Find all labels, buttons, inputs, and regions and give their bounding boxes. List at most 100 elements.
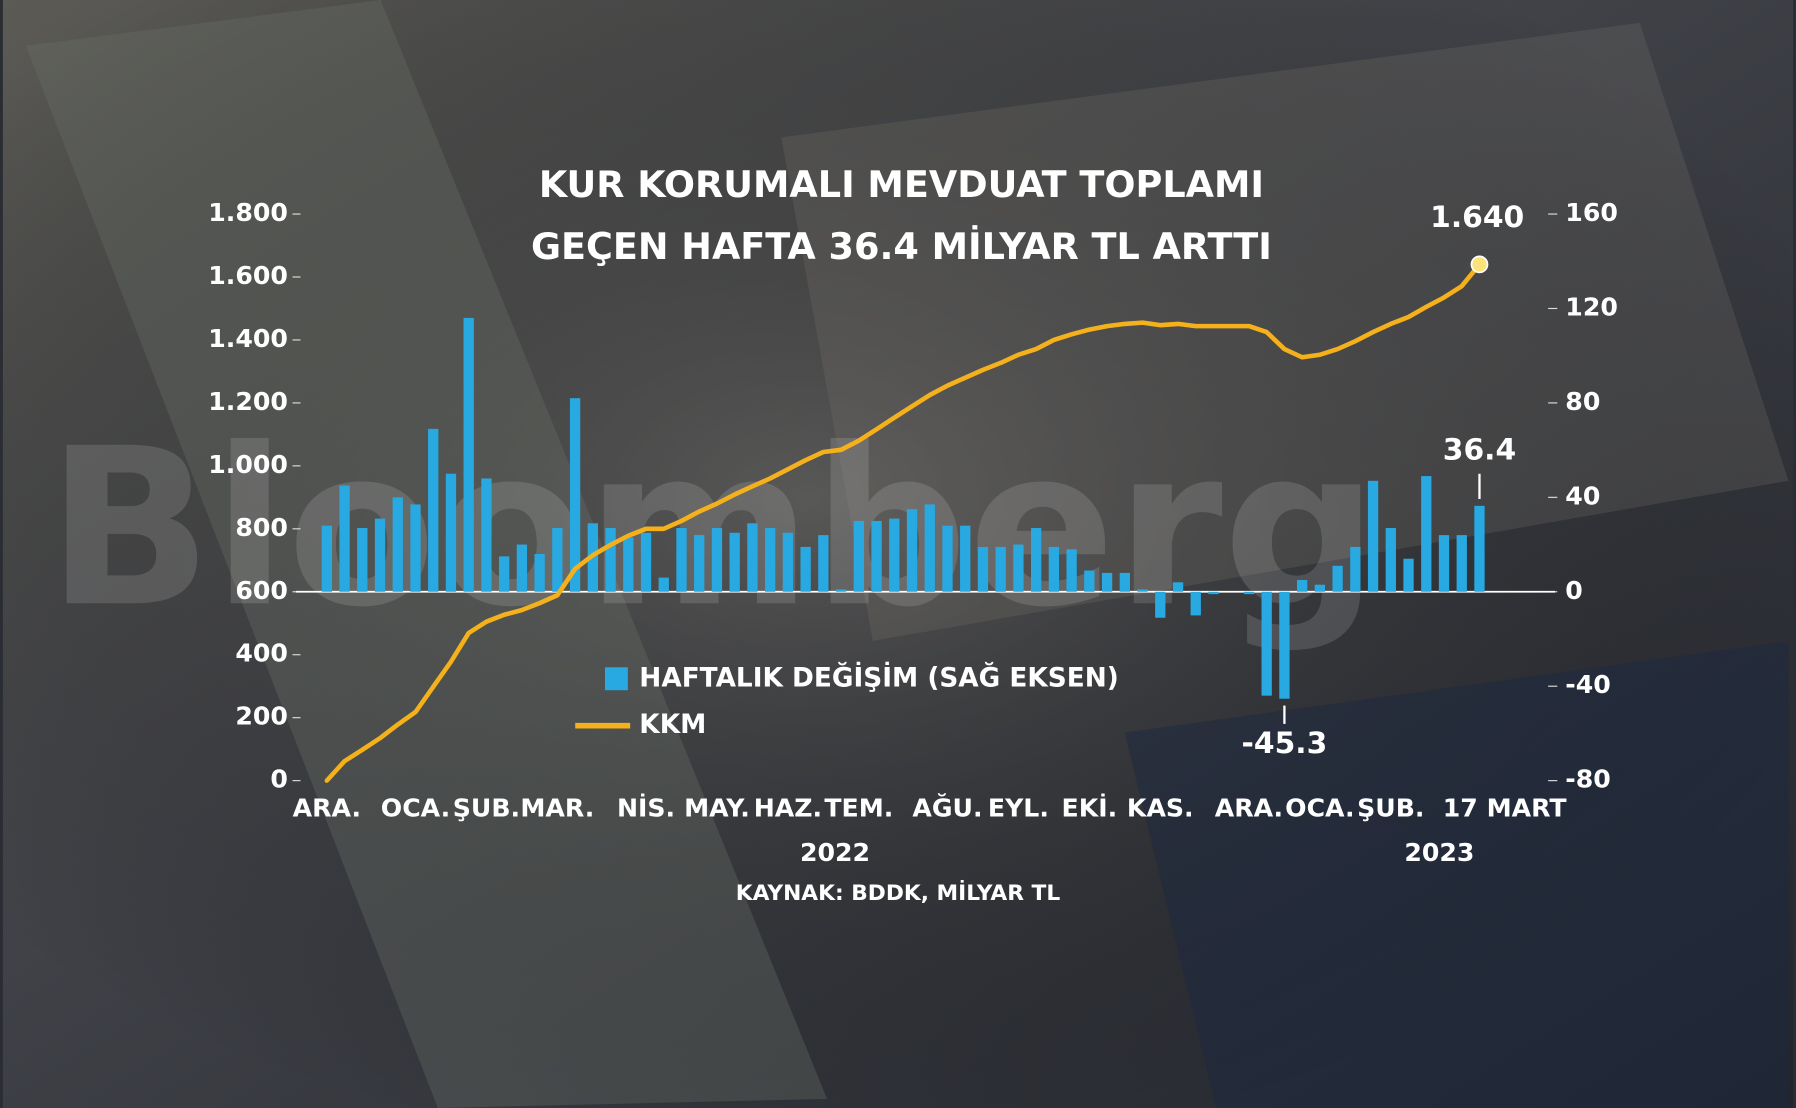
y2-tick-label: 0 [1565,576,1583,605]
y2-tick-label: 160 [1565,198,1618,227]
x-tick-label: ARA. [293,793,361,822]
legend-swatch [604,667,628,691]
bar [800,546,811,592]
bar [729,532,740,592]
bar [835,589,847,592]
bar [534,554,545,592]
bar [552,528,563,592]
y2-tick-label: 120 [1565,292,1618,321]
x-tick-label: EKİ. [1062,793,1118,822]
bar [960,525,971,592]
y-tick-label: 1.400 [208,324,288,353]
x-tick-label: HAZ. [754,793,822,822]
x-tick-label: ARA. [1215,793,1283,822]
y2-tick-label: -80 [1565,765,1610,794]
banknote-shape [781,22,1789,641]
bar [623,537,634,592]
bar [516,544,528,592]
bar [410,504,421,592]
bar [1296,579,1308,592]
bar [871,520,882,592]
bar [942,525,953,592]
bar [818,535,829,592]
bar [694,535,705,592]
bar [640,532,652,592]
bar [1101,572,1113,592]
legend-label: KKM [639,710,706,740]
bar [1172,582,1184,592]
bar [906,509,918,592]
y-tick-label: 1.000 [208,450,288,479]
bar [711,528,723,592]
y2-tick-label: -40 [1565,670,1610,699]
x-tick-label: ŞUB. [1357,793,1424,822]
bar [605,528,616,592]
bar [1030,528,1042,592]
x-tick-label: AĞU. [912,792,982,822]
x-tick-label: NİS. [617,793,675,822]
bar [1367,480,1379,592]
bar [1243,591,1255,595]
bar [463,317,474,592]
x-tick-label: OCA. [1285,793,1354,822]
bar [374,518,386,592]
value-label: 1.640 [1430,200,1524,235]
bar [924,504,935,592]
legend-label: HAFTALIK DEĞİŞİM (SAĞ EKSEN) [639,661,1118,693]
year-label: 2023 [1404,838,1474,867]
bar [1084,570,1095,592]
bar [853,520,864,592]
x-tick-label: OCA. [381,793,450,822]
bar [676,528,687,592]
bar [569,398,581,592]
bar [321,525,332,592]
banknote-shape [1124,640,1789,1108]
bar [445,473,457,592]
bar [995,546,1006,592]
x-tick-label: MAR. [520,793,594,822]
bar [1474,505,1485,592]
y-tick-label: 1.800 [208,198,288,227]
x-tick-label: ŞUB. [453,793,520,822]
bar [889,518,900,592]
chart-subtitle: GEÇEN HAFTA 36.4 MİLYAR TL ARTTI [531,224,1272,268]
bar [357,528,368,592]
bar [1208,591,1219,595]
bar [1350,546,1361,592]
y2-tick-label: 40 [1565,481,1600,510]
bar [747,523,758,592]
value-label: -45.3 [1242,726,1328,761]
bar [428,428,439,592]
x-tick-label: EYL. [988,793,1049,822]
banknote-shape [25,0,828,1108]
end-point [1470,255,1489,274]
bar [1438,535,1450,592]
y-tick-label: 600 [235,576,288,605]
bar [1314,584,1326,592]
bar [1137,589,1148,592]
bar [1190,591,1201,616]
bar [1048,546,1060,592]
bar [1385,528,1396,592]
line [324,262,1482,783]
bar [1013,544,1024,592]
source: KAYNAK: BDDK, MİLYAR TL [736,880,1061,906]
bar [481,478,492,592]
chart-title: KUR KORUMALI MEVDUAT TOPLAMI [539,163,1264,206]
year-label: 2022 [800,838,870,867]
x-tick-label: KAS. [1127,793,1194,822]
bar [392,497,403,592]
bar [1421,476,1432,592]
x-tick-label: 17 MART [1443,793,1568,822]
bar [1456,535,1467,592]
bar [499,556,510,592]
y-tick-label: 0 [270,765,288,794]
y-tick-label: 200 [235,702,288,731]
y-tick-label: 800 [235,513,288,542]
bar [977,546,989,592]
y-tick-label: 1.200 [208,387,288,416]
value-label: 36.4 [1443,432,1516,467]
bar [1155,591,1166,618]
